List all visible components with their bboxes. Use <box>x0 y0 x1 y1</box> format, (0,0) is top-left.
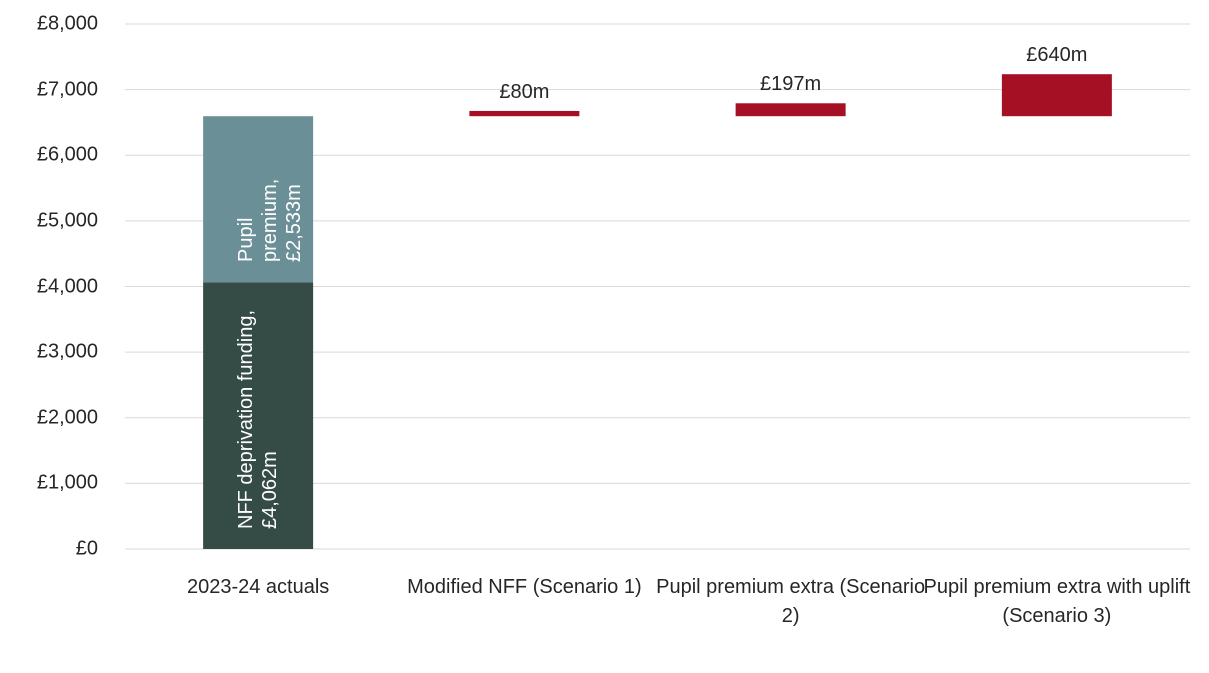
y-tick-label: £3,000 <box>36 340 98 363</box>
bar <box>469 110 580 117</box>
y-tick-label: £6,000 <box>36 143 98 166</box>
bar-label: Pupil premium, £2,533m <box>235 179 306 263</box>
bar-label: £197m <box>760 73 822 96</box>
x-tick-label: Modified NFF (Scenario 1) <box>407 576 642 598</box>
bar <box>203 116 314 283</box>
y-tick-label: £0 <box>75 537 98 560</box>
y-tick-label: £8,000 <box>36 12 98 35</box>
bar-label: £640m <box>1026 44 1088 67</box>
y-tick-label: £2,000 <box>36 406 98 429</box>
x-tick-label: Pupil premium extra (Scenario 2) <box>656 576 926 627</box>
y-tick-label: £4,000 <box>36 275 98 297</box>
bar <box>203 282 314 549</box>
y-tick-label: £5,000 <box>36 209 98 232</box>
y-tick-label: £7,000 <box>36 78 98 101</box>
x-tick-label: 2023-24 actuals <box>186 576 330 598</box>
y-tick-label: £1,000 <box>36 471 98 494</box>
x-tick-label: Pupil premium extra with uplift (Scenari… <box>923 576 1191 627</box>
bar-label: £80m <box>499 80 550 103</box>
bar <box>735 103 846 117</box>
bar-label: NFF deprivation funding, £4,062m <box>235 309 282 529</box>
bar <box>1001 74 1112 117</box>
